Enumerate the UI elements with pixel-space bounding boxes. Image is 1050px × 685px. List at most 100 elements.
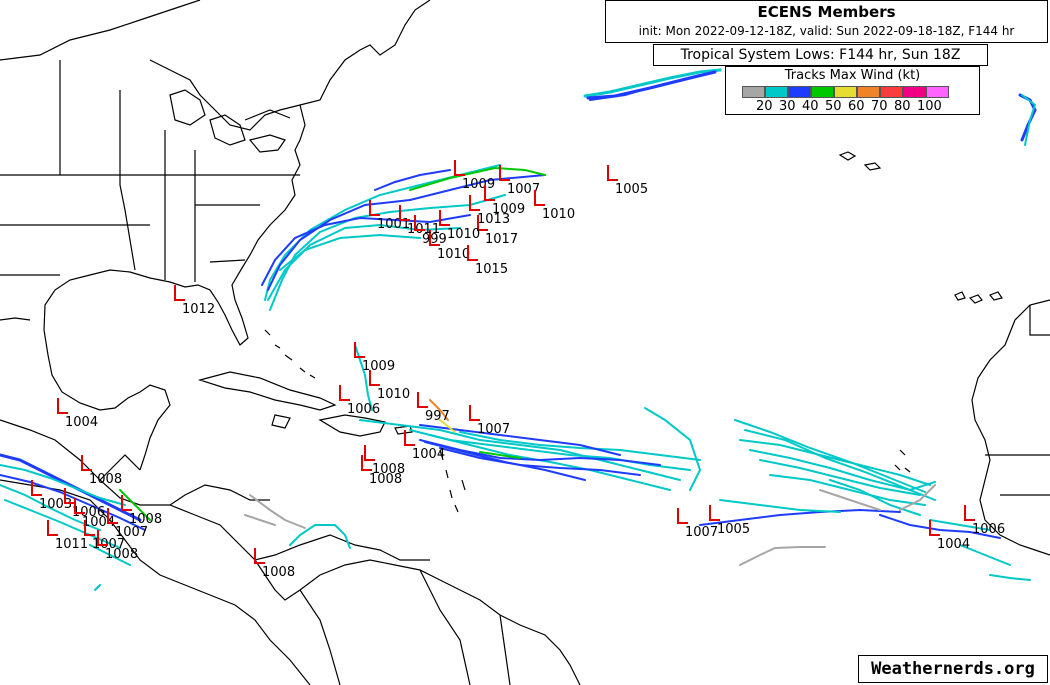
low-pressure-label: 1006 [72,505,105,520]
low-pressure-label: 1010 [377,387,410,402]
low-pressure-label: 1003 [39,497,72,512]
low-pressure-label: 1004 [65,415,98,430]
track [279,233,421,271]
track [699,508,901,526]
track [419,424,621,456]
track [0,484,101,531]
wind-label: 50 [825,99,842,114]
low-glyph [107,508,118,524]
chart-subtitle: init: Mon 2022-09-12-18Z, valid: Sun 202… [638,24,1015,38]
track [989,574,1031,581]
track [289,524,351,549]
wind-swatch [742,86,765,98]
low-glyph [399,205,410,221]
low-pressure-label: 1006 [347,402,380,417]
low-pressure-label: 1010 [542,207,575,222]
wind-label: 40 [802,99,819,114]
low-pressure-label: 1004 [412,447,445,462]
low-pressure-label: 1008 [372,462,405,477]
track [429,434,671,491]
low-pressure-label: 1008 [262,565,295,580]
wind-swatch [811,86,834,98]
low-glyph [174,285,185,301]
low-pressure-label: 999 [422,232,447,247]
low-glyph [469,195,480,211]
low-glyph [361,455,372,471]
track [819,489,881,511]
low-marker: 1007 [84,520,125,552]
low-marker: 1006 [964,505,1005,537]
track [749,449,936,492]
track [959,544,1011,566]
low-pressure-label: 1007 [477,422,510,437]
low-glyph [467,245,478,261]
wind-label: 80 [894,99,911,114]
low-marker: 999 [414,215,447,247]
low-glyph [534,190,545,206]
low-pressure-label: 1008 [369,472,402,487]
wind-legend-title: Tracks Max Wind (kt) [784,68,921,83]
low-marker: 1010 [369,370,410,402]
wind-swatch [857,86,880,98]
low-marker: 1008 [361,455,402,487]
low-glyph [709,505,720,521]
low-glyph [254,548,265,564]
low-pressure-label: 1008 [89,472,122,487]
low-pressure-label: 1010 [447,227,480,242]
low-pressure-label: 1012 [182,302,215,317]
track [4,499,121,549]
low-marker: 1012 [174,285,215,317]
low-marker: 1011 [47,520,88,552]
low-marker: 1007 [107,508,148,540]
track [439,419,456,433]
track [589,74,701,101]
low-glyph [964,505,975,521]
track [439,447,641,476]
track [261,214,471,286]
wind-swatch [834,86,857,98]
low-marker: 1004 [74,498,115,530]
title-box: ECENS Members init: Mon 2022-09-12-18Z, … [605,0,1048,43]
low-glyph [499,165,510,181]
low-marker: 1008 [364,445,405,477]
wind-label: 20 [756,99,773,114]
track [374,169,451,191]
track [429,399,449,421]
low-pressure-label: 1008 [105,547,138,562]
low-glyph [369,370,380,386]
low-glyph [57,398,68,414]
track [739,439,931,486]
low-pressure-label: 1009 [362,359,395,374]
low-marker: 1007 [499,165,540,197]
low-glyph [477,215,488,231]
low-glyph [469,405,480,421]
low-glyph [47,520,58,536]
wind-swatch [880,86,903,98]
low-pressure-label: 1007 [507,182,540,197]
low-glyph [84,520,95,536]
track [769,474,926,506]
track [879,514,1001,539]
low-marker: 1013 [469,195,510,227]
brand-watermark: Weathernerds.org [858,655,1048,683]
low-marker: 1010 [429,230,470,262]
track [354,344,373,411]
low-glyph [417,392,428,408]
wind-swatch [788,86,811,98]
low-glyph [364,445,375,461]
track [89,544,131,566]
low-marker: 1004 [404,430,445,462]
low-pressure-label: 1007 [92,537,125,552]
chart-title: ECENS Members [757,3,896,21]
wind-swatch [903,86,926,98]
low-glyph [414,215,425,231]
low-glyph [929,520,940,536]
low-marker: 1007 [469,405,510,437]
low-glyph [121,495,132,511]
wind-label: 30 [779,99,796,114]
track [267,174,546,291]
low-pressure-label: 1007 [685,525,718,540]
low-marker: 1004 [929,520,970,552]
low-marker: 1007 [677,508,718,540]
low-pressure-label: 1005 [717,522,750,537]
